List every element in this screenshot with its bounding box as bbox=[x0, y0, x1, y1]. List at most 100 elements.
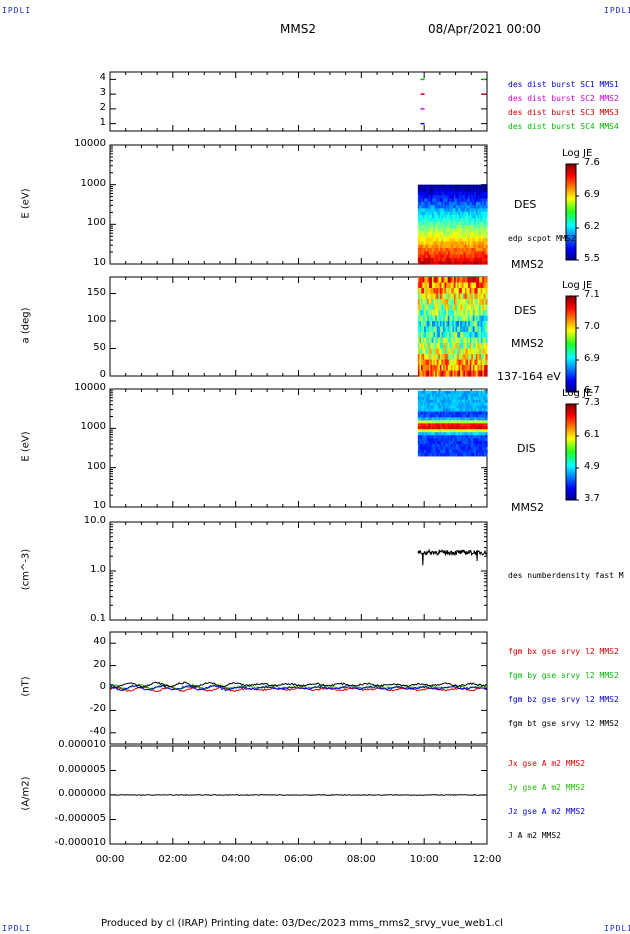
dis-energy-cell bbox=[463, 420, 466, 424]
dis-energy-cell bbox=[455, 446, 458, 451]
des-energy-cell bbox=[476, 201, 479, 206]
des-pitch-cell bbox=[425, 282, 428, 289]
dis-energy-cell bbox=[477, 396, 480, 401]
dis-energy-cell bbox=[424, 396, 427, 401]
des-energy-cell bbox=[439, 214, 443, 219]
des-pitch-cell bbox=[444, 277, 447, 284]
dis-energy-cell bbox=[421, 405, 424, 410]
des-energy-cell bbox=[452, 214, 455, 219]
des-energy-cell bbox=[472, 227, 476, 232]
dis-energy-cell bbox=[424, 423, 427, 427]
des-pitch-cell bbox=[432, 310, 435, 317]
des-energy-cell bbox=[417, 201, 421, 206]
des-pitch-cell bbox=[474, 310, 477, 317]
des-energy-cell bbox=[455, 187, 458, 192]
des-energy-cell bbox=[446, 201, 449, 206]
des-pitch-cell bbox=[447, 288, 450, 295]
des-energy-cell bbox=[465, 254, 468, 258]
des-pitch-cell bbox=[432, 315, 435, 322]
des-energy-cell bbox=[466, 227, 469, 232]
des-pitch-cell bbox=[479, 304, 482, 311]
des-pitch-cell bbox=[427, 315, 430, 322]
des-energy-cell bbox=[477, 187, 480, 192]
burst-tick-label: 3 bbox=[99, 87, 106, 99]
des-energy-cell bbox=[463, 191, 466, 196]
dis-energy-cell bbox=[455, 426, 458, 430]
des-pitch-cell bbox=[482, 343, 485, 350]
dis-energy-cell bbox=[465, 432, 468, 436]
dis-energy-cell bbox=[455, 432, 458, 436]
dis-energy-cell bbox=[430, 432, 433, 436]
dis-energy-cell bbox=[436, 449, 439, 454]
dis-energy-cell bbox=[455, 429, 458, 433]
des-energy-cell bbox=[430, 260, 433, 265]
des-pitch-cell bbox=[452, 343, 455, 350]
des-pitch-cell bbox=[457, 277, 460, 284]
des-energy-cell bbox=[433, 211, 436, 216]
des-energy-cell bbox=[432, 204, 435, 209]
des-energy-cell bbox=[446, 260, 449, 265]
current-tick-label: -0.000010 bbox=[54, 837, 106, 848]
des-pitch-cell bbox=[463, 365, 466, 372]
dis-energy-cell bbox=[482, 432, 485, 436]
des-energy-cell bbox=[443, 234, 446, 239]
des-pitch-cell bbox=[425, 299, 428, 306]
des-energy-cell bbox=[463, 197, 466, 202]
dis-energy-cell bbox=[468, 420, 471, 424]
des-energy-cell bbox=[436, 260, 439, 265]
des-pitch-cell bbox=[433, 304, 436, 311]
dis-energy-cell bbox=[452, 449, 455, 454]
des-pitch-cell bbox=[461, 354, 465, 361]
dis-energy-cell bbox=[472, 393, 476, 398]
des-energy-cell bbox=[480, 224, 483, 229]
dis-energy-cell bbox=[436, 435, 439, 439]
des-energy-cell bbox=[458, 187, 461, 192]
des-pitch-cell bbox=[460, 354, 463, 361]
des-energy-cell bbox=[482, 221, 485, 225]
des-pitch-cell bbox=[444, 365, 447, 372]
des-pitch-cell bbox=[465, 332, 468, 339]
dis-energy-cell bbox=[435, 435, 438, 439]
des-pitch-cell bbox=[447, 277, 450, 284]
des-energy-cell bbox=[460, 227, 463, 232]
dis-energy-cell bbox=[471, 438, 474, 442]
des-pitch-cell bbox=[452, 332, 455, 339]
des-pitch-cell bbox=[477, 354, 480, 361]
des-energy-cell bbox=[449, 197, 452, 202]
des-energy-cell bbox=[482, 197, 485, 202]
des-energy-cell bbox=[465, 204, 468, 209]
des-energy-cell bbox=[443, 254, 446, 258]
des-pitch-cell bbox=[483, 365, 487, 372]
des-pitch-cell bbox=[479, 315, 482, 322]
des-energy-cell bbox=[480, 197, 483, 202]
dis-energy-cell bbox=[466, 432, 469, 436]
dis-energy-cell bbox=[466, 449, 469, 454]
des-energy-cell bbox=[476, 224, 479, 229]
des-pitch-cell bbox=[468, 359, 471, 366]
des-pitch-cell bbox=[460, 343, 463, 350]
des-energy-cell bbox=[477, 224, 480, 229]
des-energy-cell bbox=[432, 224, 435, 229]
dis-energy-cell bbox=[460, 452, 463, 457]
des-energy-cell bbox=[447, 184, 450, 189]
des-energy-cell bbox=[468, 257, 471, 262]
des-energy-cell bbox=[480, 240, 483, 245]
dis-energy-cell bbox=[465, 405, 468, 410]
des-energy-cell bbox=[480, 194, 483, 199]
des-energy-cell bbox=[439, 221, 443, 225]
des-pitch-cell bbox=[444, 315, 447, 322]
des-pitch-cell bbox=[425, 343, 428, 350]
dis-energy-cell bbox=[417, 399, 421, 404]
des-pitch-cell bbox=[482, 277, 485, 284]
des-energy-cell bbox=[482, 214, 485, 219]
des-energy-cell bbox=[446, 240, 449, 245]
des-energy-cell bbox=[436, 204, 439, 209]
des-pitch-cell bbox=[457, 293, 460, 300]
des-pitch-cell bbox=[433, 310, 436, 317]
des-energy-cell bbox=[430, 224, 433, 229]
des-energy-cell bbox=[417, 204, 421, 209]
des-energy-cell bbox=[482, 244, 485, 249]
des-energy-cell bbox=[465, 250, 468, 255]
dis-energy-cell bbox=[474, 417, 477, 421]
des-energy-cell bbox=[443, 211, 446, 216]
